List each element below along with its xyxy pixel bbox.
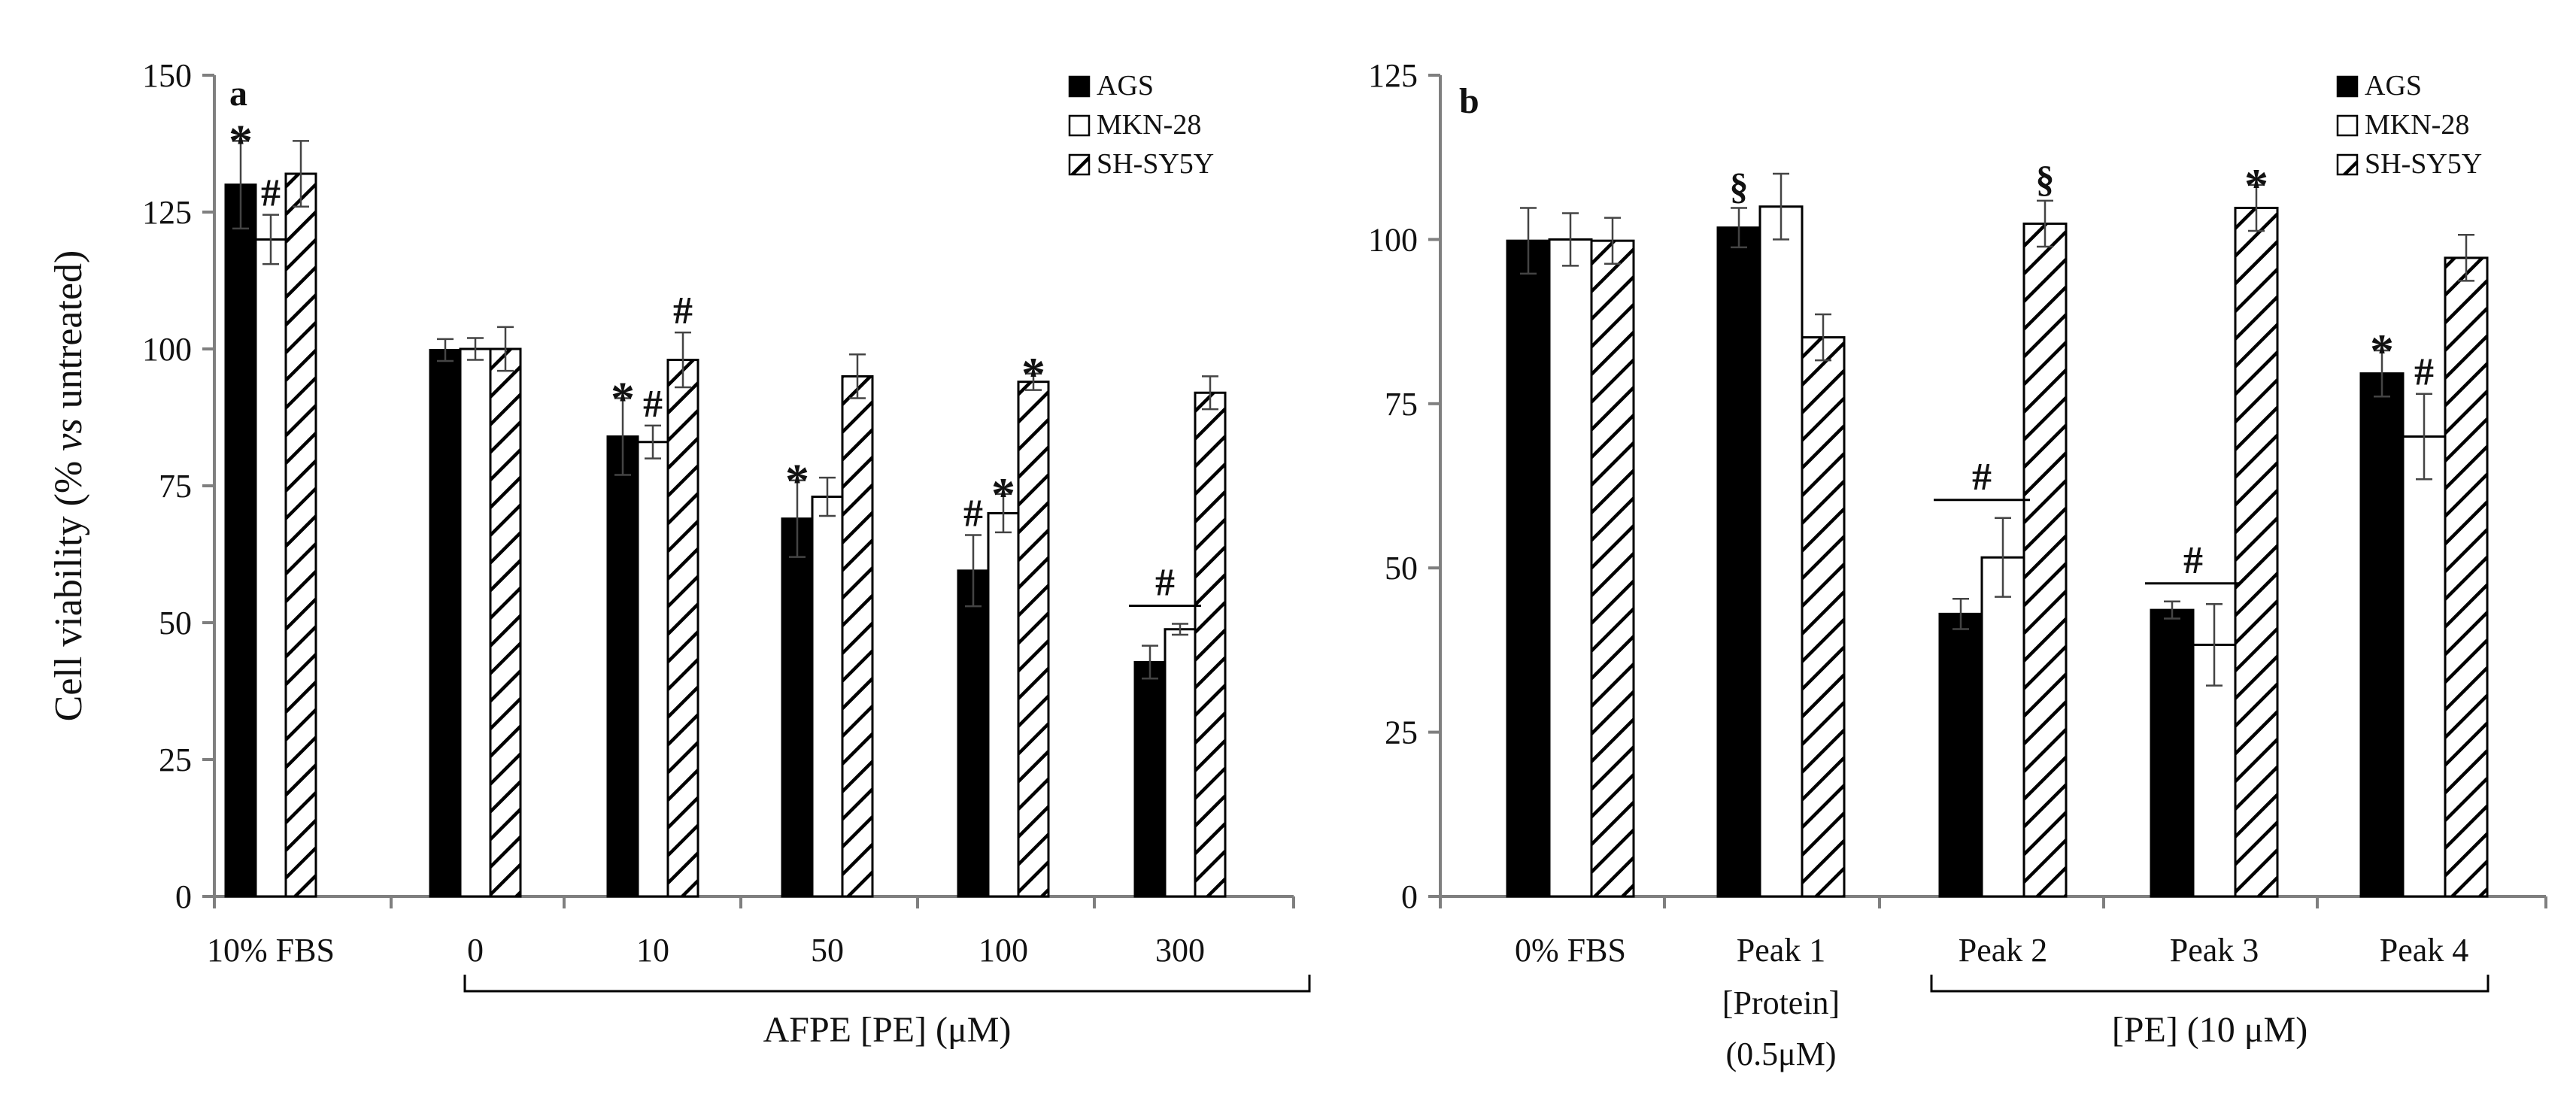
legend-swatch-ags — [2336, 75, 2359, 98]
bar-mkn-28 — [2192, 643, 2237, 898]
legend-swatch-sh-sy5y — [2336, 153, 2359, 176]
legend-label: SH-SY5Y — [2365, 148, 2482, 180]
x-category-label: 10% FBS — [207, 932, 335, 969]
bar-sh-sy5y — [841, 375, 874, 898]
bar-sh-sy5y — [1590, 239, 1635, 898]
y-tick-label: 50 — [159, 605, 192, 641]
y-tick-label: 0 — [1401, 878, 1418, 915]
bar-mkn-28 — [254, 238, 287, 898]
group-label: AFPE [PE] (μM) — [763, 1010, 1012, 1050]
bar-sh-sy5y — [1801, 336, 1846, 898]
y-tick-label: 0 — [175, 878, 192, 915]
x-category-label: 10 — [636, 932, 669, 969]
legend-swatch-mkn-28 — [1068, 114, 1091, 137]
x-category-label: Peak 2 — [1959, 932, 2048, 969]
legend-swatch-sh-sy5y — [1068, 153, 1091, 176]
significance-marker: * — [2370, 324, 2394, 378]
group-bracket — [1930, 975, 2490, 993]
bar-ags — [2150, 608, 2195, 898]
bar-sh-sy5y — [284, 172, 317, 898]
y-tick-label: 150 — [142, 57, 192, 94]
bar-ags — [781, 517, 814, 898]
bar-mkn-28 — [1548, 238, 1593, 898]
x-category-label: 0 — [467, 932, 484, 969]
bar-sh-sy5y — [1017, 381, 1050, 898]
x-category-label: Peak 4 — [2380, 932, 2469, 969]
bar-sh-sy5y — [489, 347, 522, 898]
group-bracket — [463, 975, 1311, 993]
bar-mkn-28 — [459, 347, 492, 898]
bar-ags — [606, 435, 639, 898]
panel-letter: b — [1459, 81, 1479, 121]
y-tick-label: 25 — [159, 742, 192, 778]
significance-marker: § — [1730, 165, 1749, 207]
significance-marker: # — [963, 493, 983, 535]
legend-label: AGS — [2365, 70, 2422, 102]
bar-mkn-28 — [2402, 435, 2447, 898]
legend-swatch-ags — [1068, 75, 1091, 98]
bar-mkn-28 — [1980, 556, 2025, 898]
legend-label: SH-SY5Y — [1097, 148, 1214, 180]
x-category-label: Peak 3 — [2170, 932, 2259, 969]
significance-marker: # — [1972, 456, 1992, 499]
bar-ags — [2359, 372, 2405, 898]
y-axis-label: Cell viability (% vs untreated) — [47, 250, 90, 722]
bar-mkn-28 — [811, 496, 844, 898]
panel-letter: a — [229, 74, 247, 114]
x-category-label: 0% FBS — [1515, 932, 1626, 969]
y-tick-label: 50 — [1385, 550, 1418, 587]
bar-mkn-28 — [1164, 628, 1197, 898]
bar-sh-sy5y — [1194, 391, 1227, 898]
x-category-label: Peak 1 — [1737, 932, 1826, 969]
bar-sh-sy5y — [666, 359, 699, 898]
y-tick-label: 100 — [142, 331, 192, 368]
significance-marker: # — [261, 172, 281, 215]
y-tick-label: 25 — [1385, 714, 1418, 751]
x-category-label: 100 — [979, 932, 1028, 969]
bar-mkn-28 — [636, 441, 669, 898]
y-tick-label: 100 — [1368, 221, 1418, 258]
y-tick-label: 75 — [1385, 386, 1418, 423]
bar-mkn-28 — [1758, 205, 1804, 898]
bar-ags — [1133, 660, 1167, 898]
bar-ags — [1938, 612, 1983, 898]
significance-marker: * — [611, 372, 635, 426]
x-category-sublabel: [Protein] — [1722, 984, 1840, 1021]
legend-label: AGS — [1097, 70, 1154, 102]
bar-sh-sy5y — [2234, 206, 2279, 898]
bar-sh-sy5y — [2022, 222, 2068, 898]
significance-marker: # — [2414, 351, 2434, 394]
significance-marker: * — [785, 454, 809, 508]
bar-sh-sy5y — [2444, 256, 2489, 898]
significance-marker: # — [673, 290, 693, 332]
significance-marker: * — [991, 468, 1015, 521]
significance-marker: * — [229, 114, 253, 168]
bar-ags — [1716, 226, 1761, 898]
legend-swatch-mkn-28 — [2336, 114, 2359, 137]
significance-marker: # — [643, 383, 663, 426]
y-tick-label: 125 — [142, 194, 192, 231]
bar-ags — [224, 183, 257, 898]
bar-ags — [957, 569, 990, 898]
legend-label: MKN-28 — [2365, 109, 2469, 141]
significance-marker: * — [1021, 347, 1045, 401]
y-tick-label: 75 — [159, 468, 192, 505]
bar-ags — [1506, 239, 1551, 898]
panel-b-chart: 0 25 50 75 100 125 § § * * # # #0% FBS Peak 1 [Protein… — [1368, 57, 2547, 1072]
group-label: [PE] (10 μM) — [2112, 1010, 2307, 1050]
x-category-label: 300 — [1155, 932, 1205, 969]
significance-marker: # — [2183, 539, 2203, 582]
significance-marker: * — [2244, 159, 2268, 212]
bar-mkn-28 — [987, 511, 1020, 898]
significance-marker: § — [2036, 158, 2055, 200]
x-category-label: 50 — [811, 932, 844, 969]
bar-ags — [429, 348, 462, 898]
y-tick-label: 125 — [1368, 57, 1418, 94]
x-category-sublabel: (0.5μM) — [1725, 1036, 1836, 1072]
significance-marker: # — [1155, 561, 1175, 604]
legend-label: MKN-28 — [1097, 109, 1201, 141]
